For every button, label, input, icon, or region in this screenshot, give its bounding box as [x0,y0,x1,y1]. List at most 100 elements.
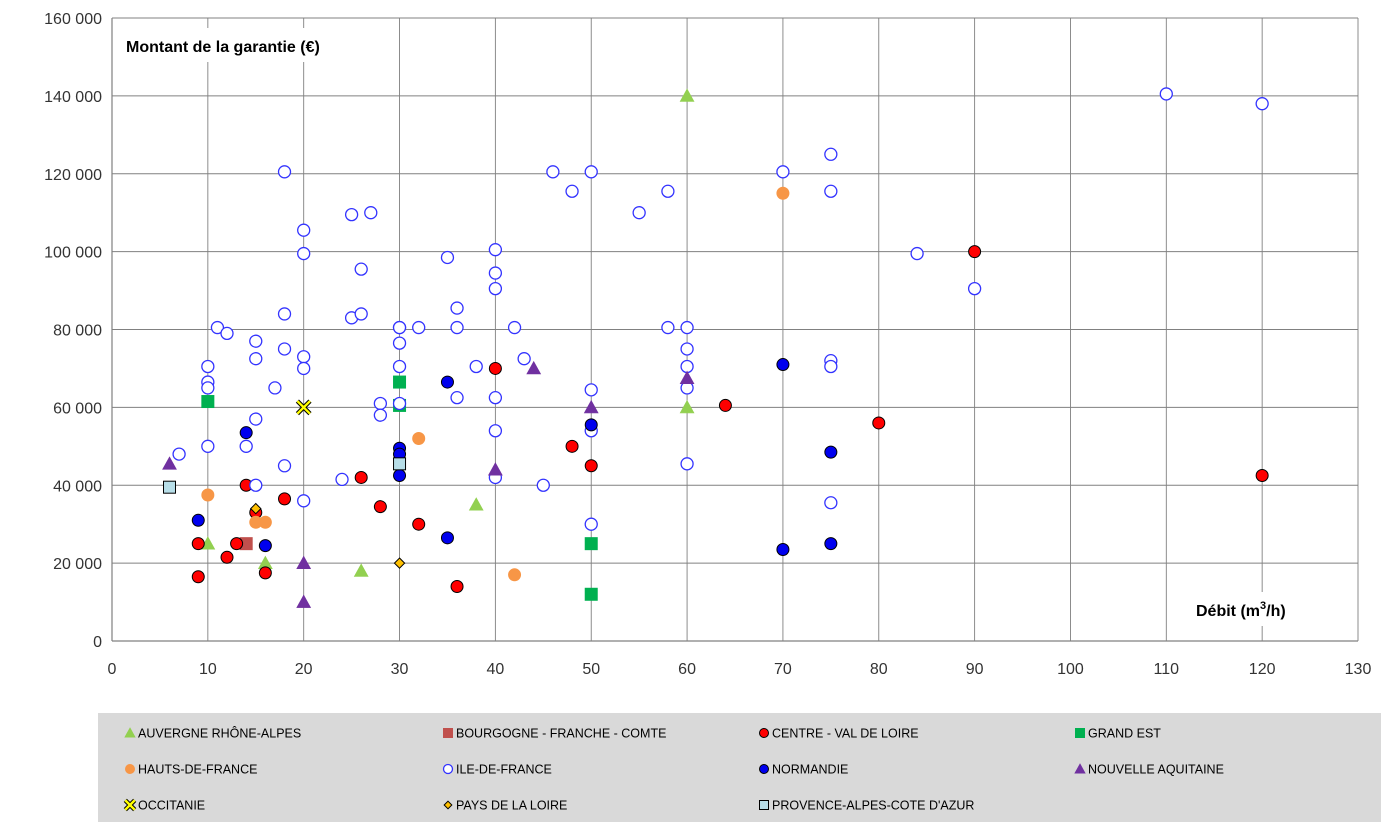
point-normandie [584,418,598,432]
point-ile-de-france [488,266,503,280]
x-tick-label: 70 [774,661,792,678]
point-ile-de-france [680,457,694,471]
legend-marker-normandie [759,764,769,774]
point-grand-est [584,587,598,601]
x-tick-label: 100 [1057,661,1084,678]
point-normandie [393,469,407,483]
point-auvergne-rh-ne-alpes [353,563,369,577]
point-centre-val-de-loire [220,550,234,564]
point-ile-de-france [297,223,311,237]
point-grand-est [201,395,215,409]
point-centre-val-de-loire [258,566,272,580]
y-axis-title: Montant de la garantie (€) [126,39,320,56]
y-tick-label: 60 000 [53,400,102,417]
point-ile-de-france [546,165,560,179]
point-ile-de-france [277,342,292,356]
y-axis-title-bg [118,28,390,62]
point-normandie [776,542,790,556]
point-nouvelle-aquitaine [162,456,177,470]
point-ile-de-france [584,517,598,531]
point-ile-de-france [967,281,982,296]
point-ile-de-france [517,352,531,366]
point-ile-de-france [354,307,368,321]
point-ile-de-france [344,207,359,222]
point-auvergne-rh-ne-alpes [679,88,695,102]
point-grand-est [584,537,598,551]
point-ile-de-france [392,396,407,411]
legend-marker-ile-de-france [442,763,454,775]
point-nouvelle-aquitaine [296,555,312,569]
y-tick-label: 20 000 [53,556,102,573]
point-ile-de-france [488,243,503,257]
point-ile-de-france [1159,87,1173,101]
point-centre-val-de-loire [354,470,368,484]
x-tick-label: 130 [1345,661,1372,678]
point-ile-de-france [680,342,694,356]
point-ile-de-france [488,424,503,438]
point-ile-de-france [392,320,407,335]
point-centre-val-de-loire [584,459,598,473]
legend-label-ile-de-france: ILE-DE-FRANCE [456,763,552,777]
point-ile-de-france [201,381,215,395]
point-ile-de-france [450,301,464,315]
point-nouvelle-aquitaine [583,399,599,414]
y-tick-label: 120 000 [44,167,102,184]
point-ile-de-france [584,383,598,397]
point-ile-de-france [507,320,522,335]
point-provence-alpes-cote-d-azur [393,457,407,471]
point-ile-de-france [632,206,646,220]
legend-marker-pays-de-la-loire [443,800,453,810]
x-tick-label: 10 [199,661,217,678]
point-ile-de-france [172,447,186,461]
point-ile-de-france [201,359,215,374]
point-centre-val-de-loire [191,537,205,551]
point-normandie [824,537,838,551]
y-tick-labels: 0 20 000 40 000 60 000 80 000 100 000 120 000 1… [44,11,102,651]
point-pays-de-la-loire [393,557,406,569]
point-ile-de-france [249,478,263,492]
x-tick-label: 90 [966,661,984,678]
point-grand-est [393,375,407,389]
point-ile-de-france [249,352,263,366]
point-ile-de-france [1255,97,1269,111]
x-tick-label: 120 [1249,661,1276,678]
point-centre-val-de-loire [230,537,244,551]
point-ile-de-france [910,246,924,261]
x-tick-labels: 0 10 20 30 40 50 60 70 80 90 100 110 120 130 [108,661,1372,678]
point-ile-de-france [297,350,311,364]
point-ile-de-france [239,439,253,453]
legend-label-grand-est: GRAND EST [1088,727,1161,741]
point-centre-val-de-loire [278,492,292,506]
point-ile-de-france [277,307,292,321]
point-ile-de-france [392,359,407,374]
point-centre-val-de-loire [565,439,579,453]
point-nouvelle-aquitaine [679,370,695,384]
point-hauts-de-france [508,568,522,582]
point-ile-de-france [335,472,349,487]
point-ile-de-france [824,359,838,374]
point-ile-de-france [824,147,838,161]
x-tick-label: 110 [1154,661,1180,678]
point-centre-val-de-loire [488,361,502,375]
point-ile-de-france [220,326,234,341]
point-occitanie [295,399,312,416]
legend-box [98,713,1381,822]
point-ile-de-france [249,412,263,426]
legend-label-auvergne-rh-ne-alpes: AUVERGNE RHÔNE-ALPES [138,726,301,741]
x-tick-label: 80 [870,661,888,678]
y-tick-label: 0 [93,634,102,651]
y-tick-label: 140 000 [44,89,102,106]
point-ile-de-france [277,459,292,473]
point-normandie [191,513,205,527]
legend-label-pays-de-la-loire: PAYS DE LA LOIRE [456,799,567,813]
legend-marker-provence-alpes-cote-d-azur [759,800,769,810]
point-ile-de-france [249,334,263,348]
x-tick-label: 20 [295,661,313,678]
point-auvergne-rh-ne-alpes [468,497,484,511]
point-hauts-de-france [412,432,426,446]
point-ile-de-france [210,320,225,335]
point-hauts-de-france [776,186,790,200]
point-ile-de-france [373,396,388,411]
point-ile-de-france [297,494,311,508]
